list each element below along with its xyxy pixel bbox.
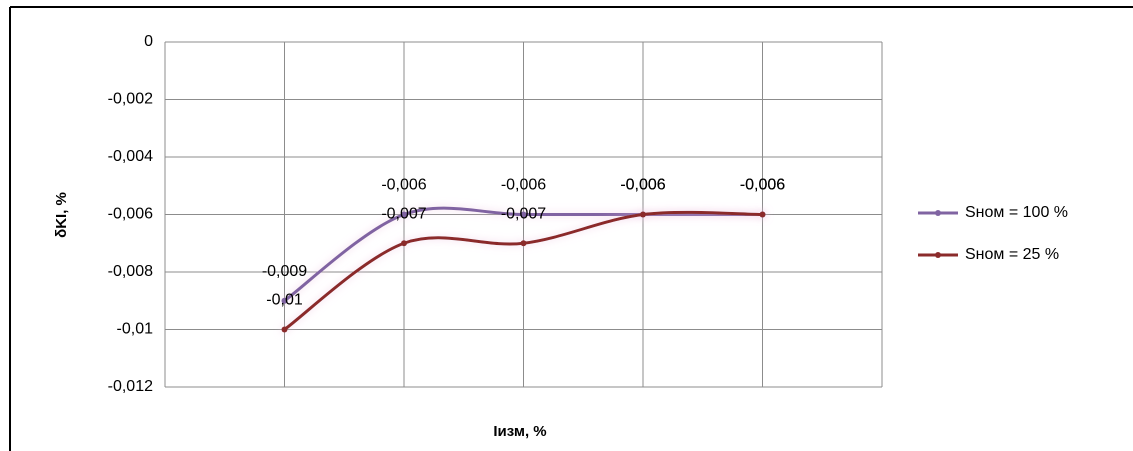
data-label: -0,006 (620, 177, 665, 194)
y-tick-label: -0,01 (117, 321, 154, 338)
y-tick-label: -0,002 (108, 91, 153, 108)
point (640, 211, 646, 218)
point (520, 211, 527, 218)
data-label: -0,009 (262, 263, 307, 280)
x-axis-label: Iизм, % (493, 423, 546, 440)
point (401, 240, 407, 247)
y-tick-label: -0,004 (108, 148, 153, 165)
data-label: -0,006 (620, 177, 665, 194)
y-tick-label: 0 (144, 33, 153, 50)
point (281, 297, 288, 304)
point (281, 326, 288, 333)
series (281, 210, 766, 333)
point (401, 211, 407, 218)
y-tick-label: -0,012 (108, 378, 153, 395)
point (759, 211, 766, 218)
data-label: -0,007 (501, 205, 546, 222)
data-label: -0,006 (381, 177, 426, 194)
data-label: -0,006 (501, 177, 546, 194)
y-tick-label: -0,008 (108, 263, 153, 280)
legend-marker (935, 210, 941, 216)
series-line (283, 206, 763, 302)
legend-label: Sном = 100 % (965, 204, 1068, 221)
data-label: -0,006 (740, 177, 785, 194)
legend-marker (935, 252, 941, 258)
data-label: -0,007 (381, 205, 426, 222)
data-label: -0,01 (266, 292, 303, 309)
y-axis-label: δKI, % (53, 192, 70, 238)
point (520, 240, 527, 247)
y-tick-label: -0,006 (108, 206, 153, 223)
data-label: -0,006 (740, 177, 785, 194)
legend-label: Sном = 25 % (965, 246, 1059, 263)
